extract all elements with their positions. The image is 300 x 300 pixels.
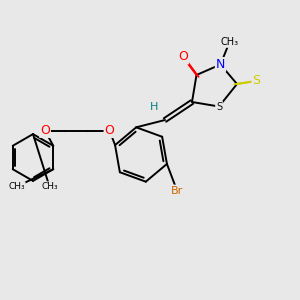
Text: O: O xyxy=(105,124,114,137)
Text: Br: Br xyxy=(171,185,183,196)
Text: CH₃: CH₃ xyxy=(41,182,58,191)
Text: S: S xyxy=(216,101,222,112)
Text: O: O xyxy=(178,50,188,64)
Text: H: H xyxy=(150,101,159,112)
Text: S: S xyxy=(253,74,260,88)
Text: CH₃: CH₃ xyxy=(220,37,238,47)
Text: O: O xyxy=(40,124,50,137)
Text: N: N xyxy=(216,58,225,71)
Text: CH₃: CH₃ xyxy=(8,182,25,191)
